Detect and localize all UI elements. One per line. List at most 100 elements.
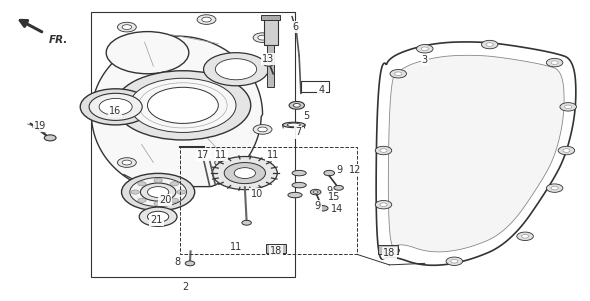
Text: 18: 18 (270, 246, 282, 256)
Text: 5: 5 (304, 111, 310, 121)
Circle shape (122, 160, 132, 165)
Circle shape (563, 149, 570, 152)
Circle shape (89, 93, 142, 120)
Circle shape (171, 198, 179, 203)
Text: 16: 16 (109, 106, 121, 116)
Circle shape (130, 178, 186, 206)
Text: 18: 18 (384, 248, 395, 258)
Ellipse shape (283, 122, 305, 128)
Circle shape (383, 246, 399, 255)
Circle shape (117, 158, 136, 167)
Circle shape (131, 190, 139, 194)
Text: 4: 4 (319, 85, 324, 95)
Bar (378, 245, 398, 254)
Circle shape (451, 259, 458, 263)
Circle shape (560, 103, 576, 111)
Circle shape (258, 35, 267, 40)
Circle shape (388, 249, 395, 252)
Circle shape (234, 168, 255, 178)
Circle shape (115, 71, 251, 140)
Text: FR.: FR. (48, 35, 68, 45)
Polygon shape (388, 55, 564, 252)
Circle shape (395, 72, 402, 76)
Text: 11: 11 (267, 150, 278, 160)
Circle shape (117, 22, 136, 32)
Text: 15: 15 (329, 192, 340, 202)
Circle shape (324, 170, 335, 176)
Circle shape (44, 135, 56, 141)
Circle shape (517, 232, 533, 240)
Text: 21: 21 (150, 215, 162, 225)
Circle shape (481, 40, 498, 49)
Bar (270, 246, 282, 251)
Circle shape (253, 33, 272, 42)
Circle shape (99, 98, 132, 115)
Text: 14: 14 (332, 204, 343, 214)
Circle shape (154, 202, 162, 206)
Circle shape (148, 187, 169, 197)
Circle shape (258, 127, 267, 132)
Text: 9: 9 (314, 201, 320, 211)
Text: 7: 7 (295, 127, 301, 138)
Ellipse shape (292, 182, 306, 188)
Polygon shape (376, 42, 576, 265)
Circle shape (417, 45, 433, 53)
Circle shape (334, 185, 343, 190)
Circle shape (185, 261, 195, 266)
Circle shape (317, 206, 328, 211)
Circle shape (546, 184, 563, 192)
Bar (91, 12, 295, 277)
Ellipse shape (287, 123, 300, 127)
Circle shape (177, 190, 185, 194)
Text: 3: 3 (422, 55, 428, 65)
Circle shape (264, 61, 273, 66)
Circle shape (106, 32, 189, 74)
Circle shape (204, 53, 268, 86)
Circle shape (130, 78, 236, 132)
Circle shape (122, 173, 195, 211)
Bar (267, 45, 274, 87)
Circle shape (293, 104, 300, 107)
Circle shape (212, 157, 277, 190)
Text: 9: 9 (326, 186, 332, 196)
Circle shape (140, 183, 176, 201)
Circle shape (137, 198, 146, 203)
Text: 9: 9 (336, 165, 342, 175)
Circle shape (375, 146, 392, 155)
Circle shape (197, 15, 216, 24)
Circle shape (80, 89, 151, 125)
Circle shape (551, 186, 558, 190)
Circle shape (219, 160, 229, 165)
Circle shape (421, 47, 428, 51)
Circle shape (558, 146, 575, 155)
Circle shape (202, 17, 211, 22)
Bar (261, 15, 280, 20)
Bar (382, 247, 394, 252)
Text: 11: 11 (215, 150, 227, 160)
Circle shape (522, 234, 529, 238)
Circle shape (310, 189, 321, 195)
Circle shape (375, 200, 392, 209)
Circle shape (122, 25, 132, 29)
Circle shape (215, 158, 234, 167)
Circle shape (486, 43, 493, 46)
Circle shape (446, 257, 463, 265)
Text: 10: 10 (251, 189, 263, 199)
Circle shape (171, 182, 179, 186)
Circle shape (242, 220, 251, 225)
Bar (180, 147, 357, 254)
Circle shape (224, 163, 266, 184)
Bar (264, 17, 278, 45)
Text: 6: 6 (292, 22, 298, 32)
Circle shape (380, 149, 387, 152)
Text: 8: 8 (174, 257, 180, 267)
Circle shape (148, 211, 169, 222)
Circle shape (390, 70, 407, 78)
Ellipse shape (288, 192, 302, 198)
Circle shape (551, 61, 558, 64)
Text: 2: 2 (183, 282, 189, 293)
Polygon shape (91, 36, 263, 187)
Circle shape (546, 58, 563, 67)
Circle shape (215, 59, 257, 80)
Circle shape (313, 191, 318, 193)
